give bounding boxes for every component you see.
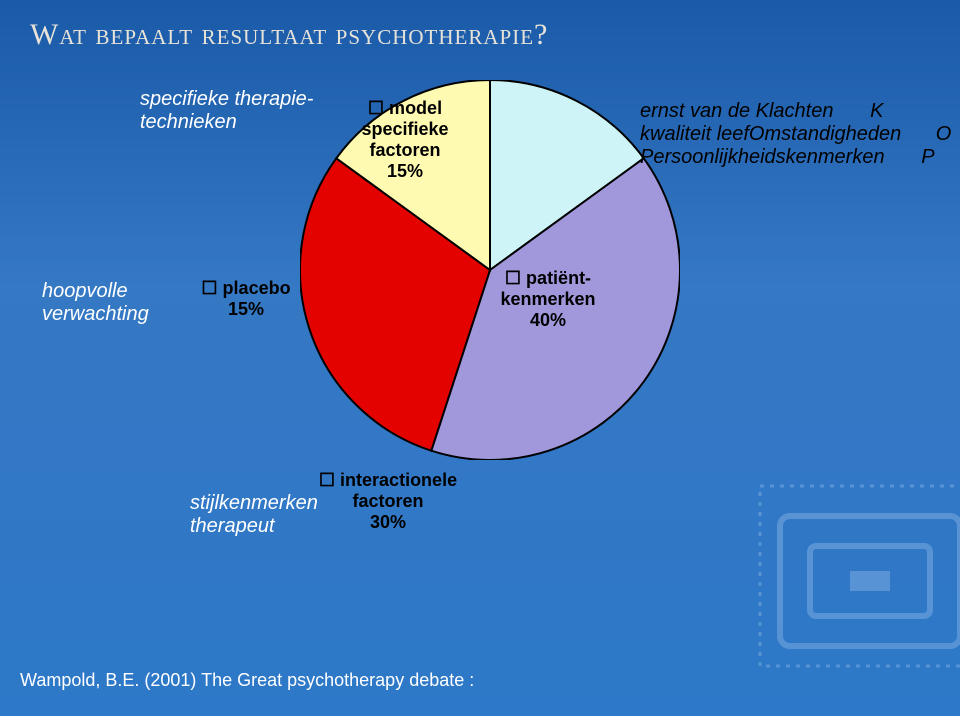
outer-annotation-0: specifieke therapie-technieken — [140, 88, 313, 134]
legend-row-2: PersoonlijkheidskenmerkenP — [640, 146, 951, 169]
pie-chart — [300, 80, 680, 460]
outer-annotation-1: hoopvolleverwachting — [42, 280, 149, 326]
legend-row-0: ernst van de KlachtenK — [640, 100, 951, 123]
legend: ernst van de KlachtenKkwaliteit leefOmst… — [640, 100, 951, 169]
slice-label-model: ☐ modelspecifiekefactoren15% — [361, 98, 448, 182]
slice-label-patient: ☐ patiënt-kenmerken40% — [500, 268, 595, 331]
corner-decoration — [740, 476, 960, 676]
slice-label-placebo: ☐ placebo15% — [201, 278, 290, 320]
slice-label-interactionele: ☐ interactionelefactoren30% — [319, 470, 457, 533]
outer-annotation-2: stijlkenmerkentherapeut — [190, 492, 318, 538]
footnote-citation: Wampold, B.E. (2001) The Great psychothe… — [20, 670, 474, 691]
legend-row-1: kwaliteit leefOmstandighedenO — [640, 123, 951, 146]
page-title: Wat bepaalt resultaat psychotherapie? — [30, 18, 548, 52]
